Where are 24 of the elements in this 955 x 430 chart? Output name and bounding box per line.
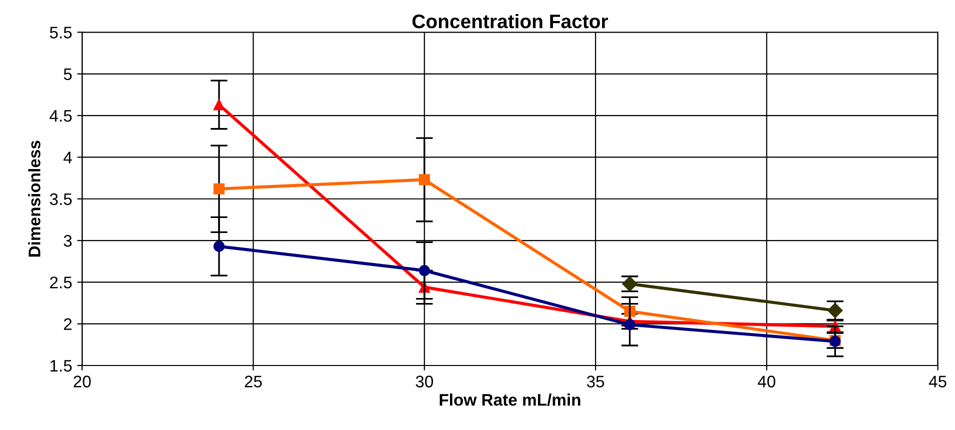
- point: [213, 99, 225, 110]
- y-tick-label: 3: [64, 234, 72, 247]
- point: [418, 264, 430, 276]
- x-tick-label: 45: [928, 376, 946, 388]
- y-tick-label: 3.5: [50, 193, 72, 206]
- x-tick-label: 20: [74, 376, 91, 388]
- y-tick-label: 2.5: [50, 276, 72, 288]
- y-tick-label: 4.5: [50, 110, 72, 122]
- y-tick-label: 5: [64, 68, 72, 80]
- chart-title: Concentration Factor: [412, 14, 608, 28]
- y-tick-label: 4: [64, 152, 72, 164]
- x-tick-label: 30: [416, 376, 434, 388]
- x-tick-label: 40: [758, 376, 776, 388]
- y-tick-label: 1.5: [50, 360, 72, 372]
- x-tick-label: 25: [244, 376, 262, 388]
- y-axis-title: Dimensionless: [28, 140, 40, 257]
- x-tick-label: 35: [586, 376, 604, 388]
- x-axis-title: Flow Rate mL/min: [440, 394, 580, 406]
- y-tick-label: 2: [64, 318, 72, 330]
- point: [213, 183, 225, 194]
- point: [418, 174, 430, 186]
- point: [213, 240, 225, 252]
- point: [624, 319, 636, 330]
- y-tick-label: 5.5: [50, 26, 72, 38]
